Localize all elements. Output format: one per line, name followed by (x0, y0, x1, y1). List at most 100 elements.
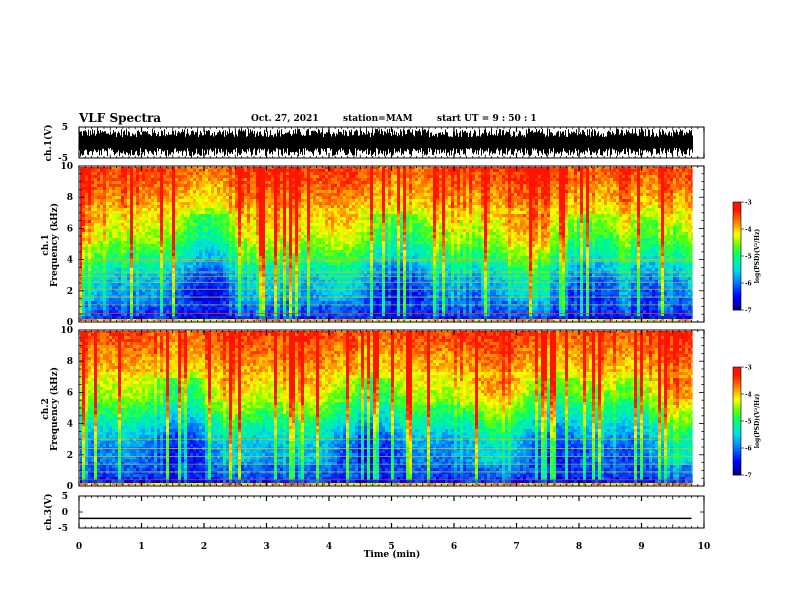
spectrogram-cell (562, 199, 565, 202)
spectrogram-cell (178, 238, 181, 241)
spectrogram-cell (571, 199, 574, 202)
spectrogram-cell (607, 217, 610, 220)
spectrogram-cell (160, 184, 163, 187)
spectrogram-cell (466, 211, 469, 214)
spectrogram-cell (409, 181, 412, 184)
spectrogram-cell (448, 223, 451, 226)
spectrogram-cell (541, 202, 544, 205)
spectrogram-cell (361, 202, 364, 205)
spectrogram-cell (277, 208, 280, 211)
spectrogram-cell (328, 202, 331, 205)
spectrogram-cell (382, 220, 385, 223)
spectrogram-cell (382, 184, 385, 187)
spectrogram-cell (433, 178, 436, 181)
spectrogram-cell (565, 235, 568, 238)
spectrogram-cell (562, 184, 565, 187)
spectrogram-cell (520, 199, 523, 202)
spectrogram-cell (571, 181, 574, 184)
spectrogram-cell (169, 226, 172, 229)
spectrogram-cell (691, 190, 693, 193)
spectrogram-cell (346, 208, 349, 211)
spectrogram-cell (136, 193, 139, 196)
spectrogram-cell (424, 181, 427, 184)
spectrogram-cell (280, 172, 283, 175)
spectrogram-cell (508, 181, 511, 184)
spectrogram-cell (538, 214, 541, 217)
spectrogram-cell (574, 205, 577, 208)
spectrogram-cell (193, 190, 196, 193)
spec1-cells (80, 167, 693, 321)
spectrogram-cell (301, 226, 304, 229)
spectrogram-cell (283, 217, 286, 220)
spectrogram-cell (148, 235, 151, 238)
spectrogram-cell (604, 205, 607, 208)
spectrogram-cell (319, 214, 322, 217)
spectrogram-cell (550, 193, 553, 196)
spectrogram-cell (232, 202, 235, 205)
spectrogram-cell (568, 184, 571, 187)
spectrogram-cell (223, 175, 226, 178)
spectrogram-cell (652, 167, 655, 169)
spectrogram-cell (388, 196, 391, 199)
spectrogram-cell (220, 175, 223, 178)
spectrogram-cell (418, 175, 421, 178)
spectrogram-cell (352, 172, 355, 175)
spectrogram-cell (205, 196, 208, 199)
spectrogram-cell (673, 223, 676, 226)
spectrogram-cell (301, 235, 304, 238)
spectrogram-cell (175, 211, 178, 214)
spectrogram-cell (478, 205, 481, 208)
spectrogram-cell (517, 196, 520, 199)
spectrogram-cell (157, 196, 160, 199)
spectrogram-cell (682, 187, 685, 190)
spectrogram-cell (463, 235, 466, 238)
spectrogram-cell (208, 184, 211, 187)
spectrogram-cell (166, 172, 169, 175)
spectrogram-cell (223, 211, 226, 214)
spectrogram-cell (277, 202, 280, 205)
spectrogram-cell (490, 229, 493, 232)
spectrogram-cell (412, 208, 415, 211)
spectrogram-cell (424, 220, 427, 223)
spectrogram-cell (526, 169, 529, 172)
spectrogram-cell (97, 232, 100, 235)
spectrogram-cell (112, 208, 115, 211)
spectrogram-cell (664, 167, 667, 169)
spectrogram-cell (514, 196, 517, 199)
spectrogram-cell (679, 167, 682, 169)
spectrogram-cell (523, 184, 526, 187)
spectrogram-cell (298, 178, 301, 181)
spectrogram-cell (370, 190, 373, 193)
spectrogram-cell (172, 193, 175, 196)
spectrogram-cell (286, 169, 289, 172)
spectrogram-cell (388, 229, 391, 232)
spectrogram-cell (103, 208, 106, 211)
spectrogram-cell (526, 217, 529, 220)
spectrogram-cell (337, 226, 340, 229)
spectrogram-cell (661, 172, 664, 175)
spectrogram-cell (310, 167, 313, 169)
spectrogram-cell (229, 196, 232, 199)
spectrogram-cell (142, 181, 145, 184)
spectrogram-cell (460, 211, 463, 214)
spectrogram-cell (547, 211, 550, 214)
spectrogram-cell (121, 214, 124, 217)
spectrogram-cell (481, 199, 484, 202)
spectrogram-cell (433, 226, 436, 229)
spectrogram-cell (280, 229, 283, 232)
spectrogram-cell (124, 181, 127, 184)
spectrogram-cell (688, 181, 691, 184)
spectrogram-cell (355, 181, 358, 184)
spectrogram-cell (160, 214, 163, 217)
spectrogram-cell (205, 187, 208, 190)
spectrogram-cell (379, 214, 382, 217)
spectrogram-cell (352, 205, 355, 208)
ch1-waveform-series (79, 128, 693, 157)
spectrogram-cell (394, 184, 397, 187)
spectrogram-cell (433, 184, 436, 187)
spectrogram-cell (601, 211, 604, 214)
spectrogram-cell (628, 167, 631, 169)
spectrogram-cell (445, 226, 448, 229)
spectrogram-cell (151, 214, 154, 217)
spectrogram-cell (682, 196, 685, 199)
